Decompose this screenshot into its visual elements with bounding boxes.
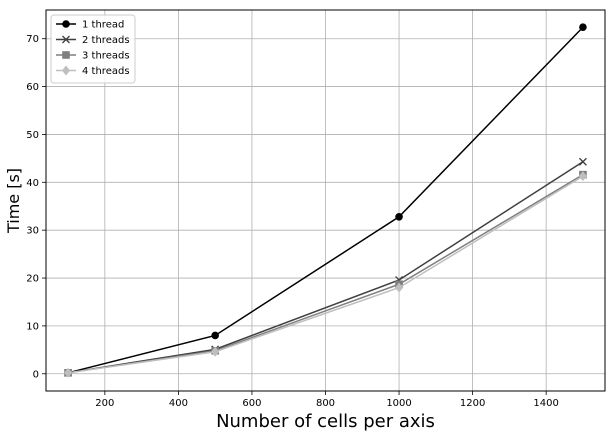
diamond-marker xyxy=(211,346,220,357)
series-4-threads xyxy=(64,171,587,378)
x-tick-label: 1000 xyxy=(386,398,411,409)
x-tick-label: 1200 xyxy=(460,398,485,409)
axis-ticks: 200 400 600 800 1000 1200 1400 0 10 20 30 40 50 60 70 xyxy=(26,34,559,409)
diamond-marker xyxy=(578,171,587,182)
square-marker xyxy=(62,51,70,59)
circle-marker xyxy=(395,212,403,221)
series-line xyxy=(67,26,584,374)
x-tick-label: 800 xyxy=(316,398,335,409)
x-marker xyxy=(62,35,70,44)
legend-label: 1 thread xyxy=(82,20,124,31)
y-tick-label: 70 xyxy=(26,34,39,45)
legend-item: 1 thread xyxy=(56,20,124,31)
x-tick-label: 200 xyxy=(95,398,114,409)
legend: 1 thread 2 threads 3 threads 4 threads xyxy=(50,14,136,84)
legend-label: 4 threads xyxy=(82,66,130,77)
legend-label: 3 threads xyxy=(82,51,130,62)
legend-item: 2 threads xyxy=(56,35,130,46)
legend-box xyxy=(50,14,136,84)
circle-marker xyxy=(62,20,70,28)
series-line xyxy=(67,175,584,374)
y-tick-label: 40 xyxy=(26,178,39,189)
x-tick-label: 600 xyxy=(242,398,261,409)
legend-item: 3 threads xyxy=(56,51,130,62)
y-axis-label: Time [s] xyxy=(4,168,23,234)
diamond-marker xyxy=(395,282,404,293)
x-marker-stroke xyxy=(62,35,70,44)
plot-frame xyxy=(45,9,606,392)
x-marker-stroke xyxy=(578,157,587,166)
circle-marker xyxy=(211,331,219,340)
y-tick-label: 60 xyxy=(26,82,39,93)
y-tick-label: 30 xyxy=(26,226,39,237)
y-tick-label: 50 xyxy=(26,130,39,141)
circle-marker xyxy=(579,23,587,32)
y-tick-label: 10 xyxy=(26,321,39,332)
diamond-marker xyxy=(64,367,73,378)
y-tick-label: 20 xyxy=(26,274,39,285)
legend-item: 4 threads xyxy=(56,65,130,77)
x-marker xyxy=(578,157,587,166)
y-tick-label: 0 xyxy=(33,369,39,380)
x-tick-label: 400 xyxy=(169,398,188,409)
x-tick-label: 1400 xyxy=(533,398,558,409)
legend-label: 2 threads xyxy=(82,35,130,46)
x-axis-label: Number of cells per axis xyxy=(216,411,435,432)
grid xyxy=(46,10,605,391)
series-lines xyxy=(64,23,587,378)
diamond-marker xyxy=(61,65,71,76)
